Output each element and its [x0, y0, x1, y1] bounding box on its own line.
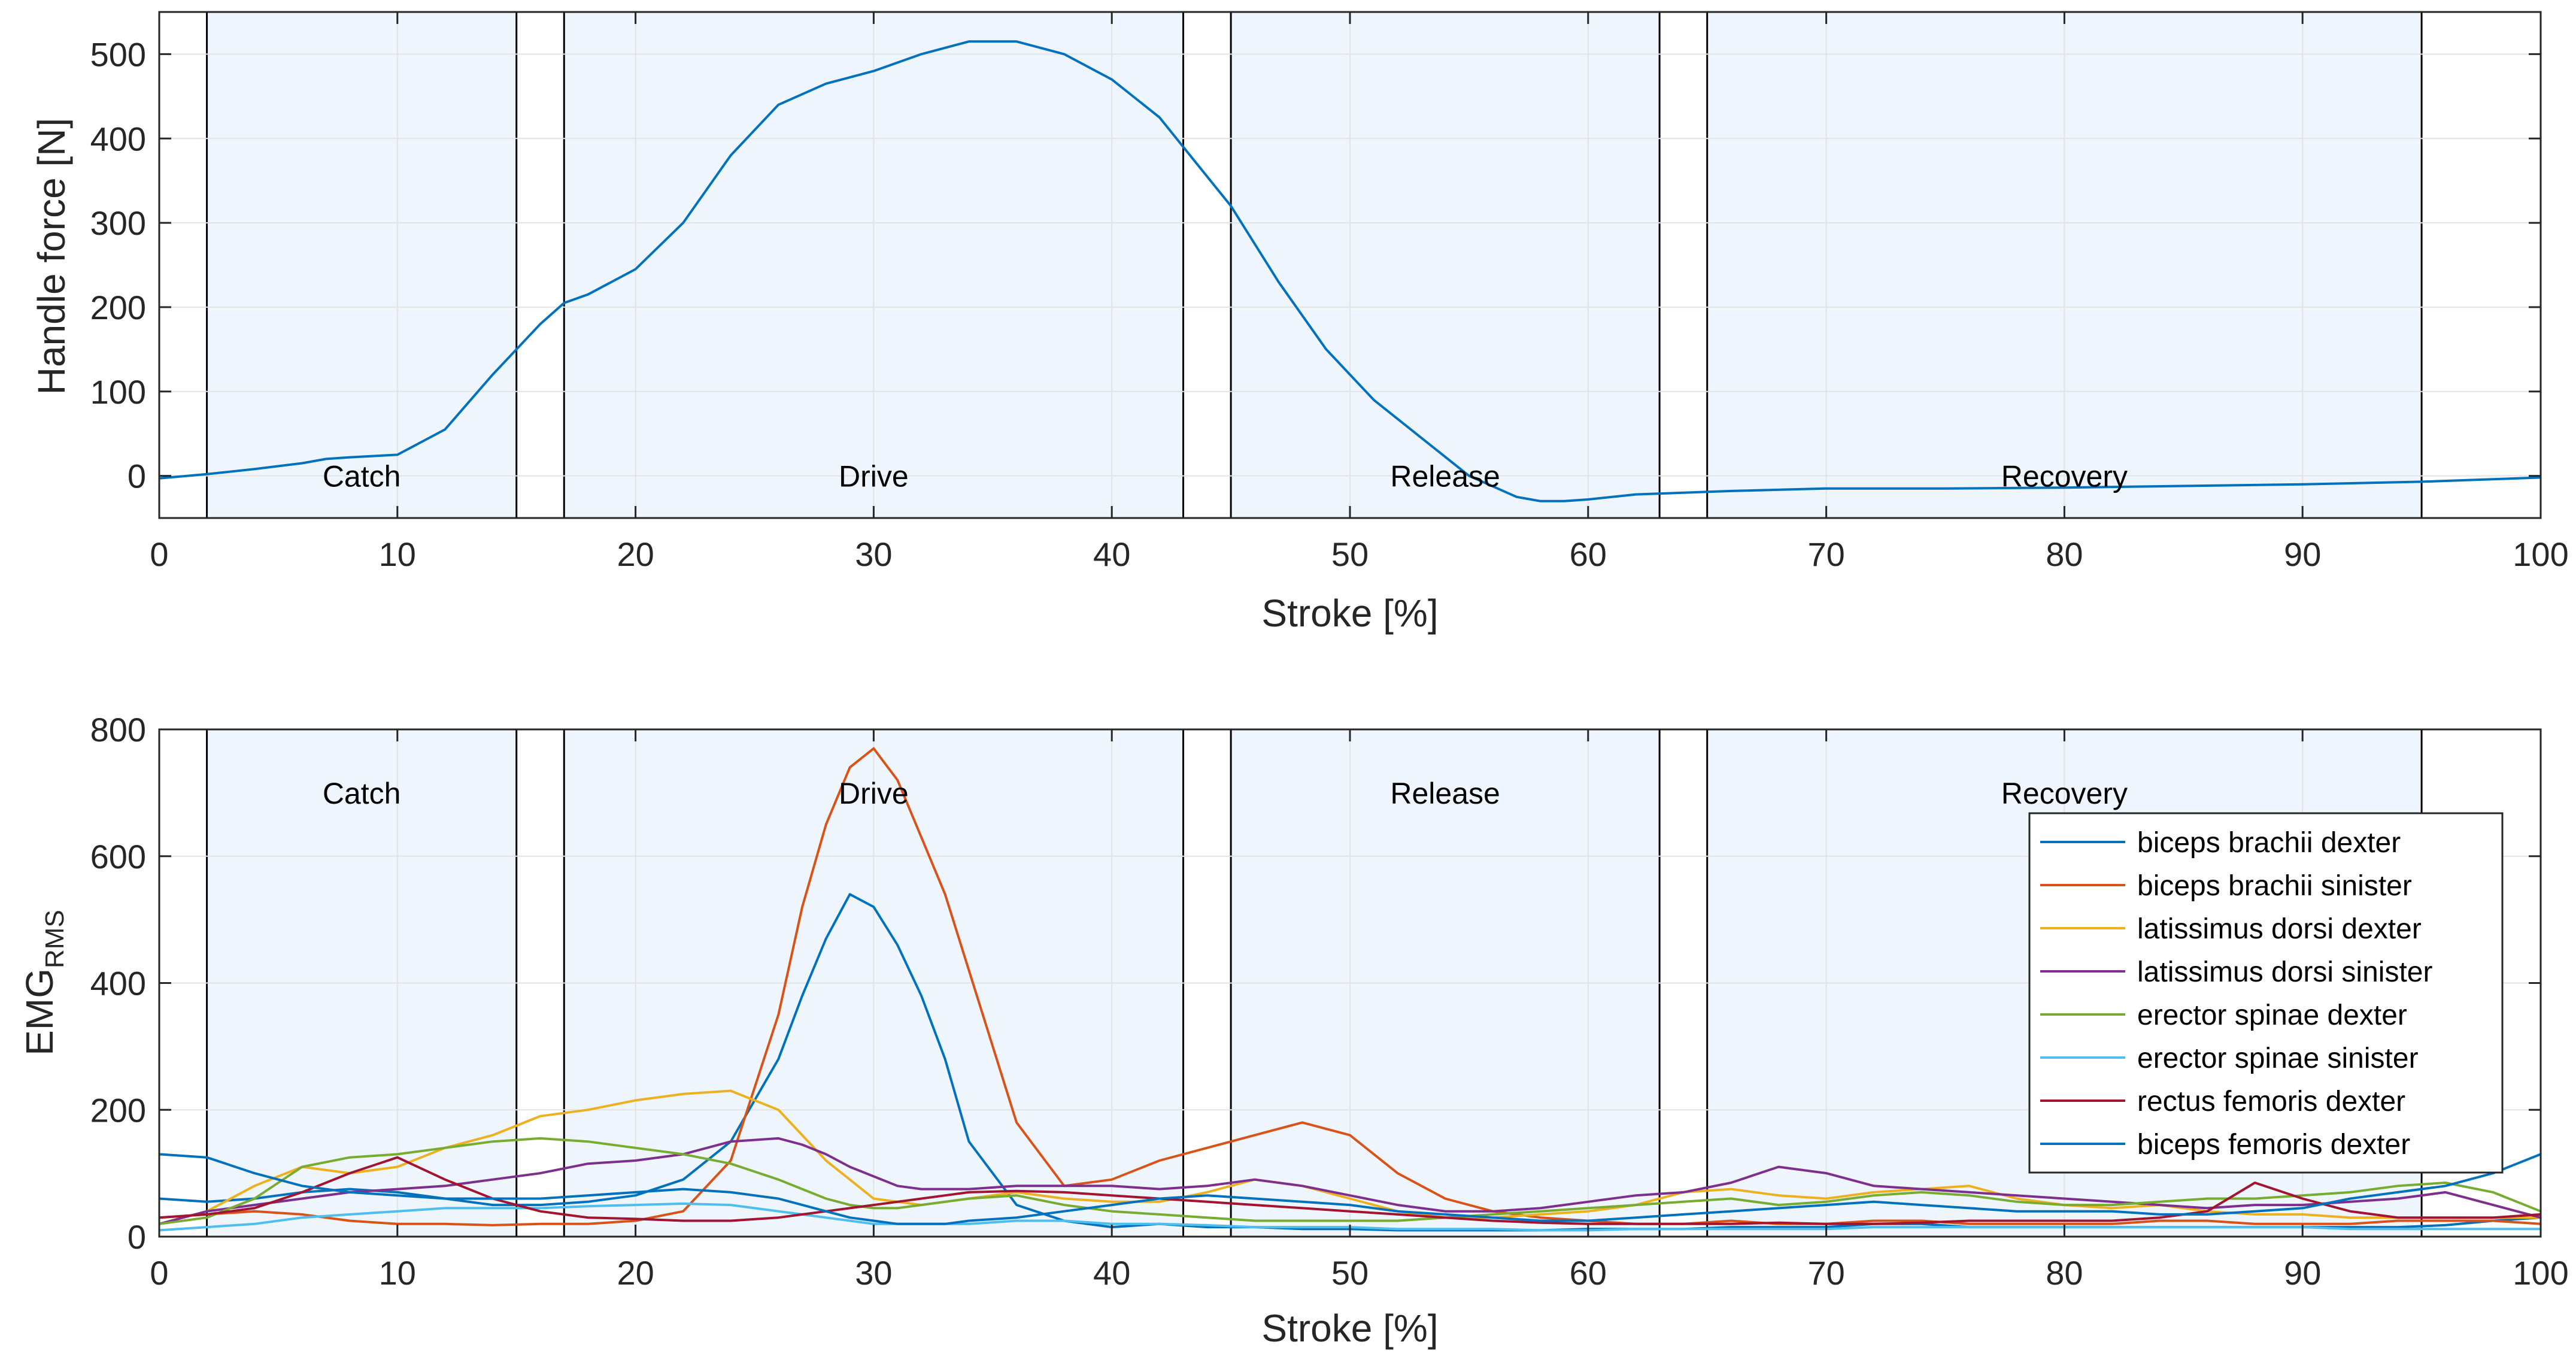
legend-entry: latissimus dorsi sinister	[2137, 956, 2432, 988]
series-line-erector-spinae-sinister	[159, 1202, 2541, 1232]
y-tick-label: 400	[90, 965, 146, 1002]
tick-labels: 0 10 20 30 40 50 60 70 80 90 100 0 100 200 300 400 500	[90, 35, 2569, 573]
phase-labels: Catch Drive Release Recovery	[323, 460, 2128, 493]
x-tick-label: 60	[1570, 535, 1607, 573]
y-tick-label: 100	[90, 373, 146, 411]
x-tick-label: 80	[2046, 535, 2083, 573]
phase-label-release: Release	[1390, 777, 1500, 810]
tick-labels: 0 10 20 30 40 50 60 70 80 90 100 0 200 400 600 800	[90, 711, 2569, 1292]
x-tick-label: 20	[617, 1254, 654, 1292]
x-tick-label: 30	[855, 535, 892, 573]
phase-label-drive: Drive	[839, 460, 909, 493]
series-line-handle-force	[159, 40, 2541, 502]
legend-entry: biceps brachii dexter	[2137, 827, 2401, 859]
legend-entry: rectus femoris dexter	[2137, 1086, 2405, 1117]
emg-plot: Catch Drive Release Recovery 0 10 20 30 40 50 60 7…	[18, 711, 2569, 1350]
series-line-latissimus-dorsi-sinister	[159, 1137, 2541, 1225]
x-tick-label: 70	[1807, 535, 1844, 573]
x-tick-label: 50	[1331, 1254, 1369, 1292]
phase-labels: Catch Drive Release Recovery	[323, 777, 2128, 810]
x-tick-label: 30	[855, 1254, 892, 1292]
y-tick-label: 300	[90, 204, 146, 242]
phase-region-catch	[207, 12, 517, 518]
y-tick-label: 200	[90, 1091, 146, 1129]
x-tick-label: 100	[2513, 1254, 2568, 1292]
x-tick-label: 0	[150, 535, 168, 573]
x-tick-label: 40	[1093, 535, 1130, 573]
legend-entry: biceps brachii sinister	[2137, 870, 2412, 902]
series-line-biceps-brachii-sinister	[159, 747, 2541, 1226]
x-tick-label: 100	[2513, 535, 2568, 573]
y-tick-label: 500	[90, 35, 146, 73]
x-axis-label: Stroke [%]	[1261, 592, 1438, 635]
legend-entry: erector spinae sinister	[2137, 1043, 2419, 1074]
x-tick-label: 50	[1331, 535, 1369, 573]
data-series	[159, 40, 2541, 502]
series-line-erector-spinae-dexter	[159, 1137, 2541, 1225]
x-tick-label: 10	[379, 1254, 416, 1292]
y-tick-label: 0	[128, 1218, 146, 1256]
legend-box	[2028, 812, 2504, 1174]
x-tick-label: 0	[150, 1254, 168, 1292]
axes	[158, 728, 2542, 1238]
grid-lines	[159, 12, 2541, 518]
y-axis-label: Handle force [N]	[30, 118, 73, 395]
data-series	[159, 747, 2541, 1232]
x-tick-label: 60	[1570, 1254, 1607, 1292]
y-tick-label: 0	[128, 458, 146, 495]
x-tick-label: 90	[2284, 1254, 2321, 1292]
y-axis-label-subscript: RMS	[40, 910, 69, 968]
phase-label-release: Release	[1390, 460, 1500, 493]
phase-label-recovery: Recovery	[2001, 777, 2128, 810]
phase-label-catch: Catch	[323, 777, 401, 810]
x-axis-label: Stroke [%]	[1261, 1307, 1438, 1350]
handle-force-plot: Catch Drive Release Recovery 0 10 20 30 40 50 60 7…	[30, 11, 2569, 635]
y-axis-label-main: EMG	[18, 968, 61, 1056]
y-tick-label: 800	[90, 711, 146, 749]
phase-label-catch: Catch	[323, 460, 401, 493]
x-tick-label: 80	[2046, 1254, 2083, 1292]
phase-label-drive: Drive	[839, 777, 909, 810]
x-tick-label: 20	[617, 535, 654, 573]
series-line-biceps-femoris-dexter	[159, 1153, 2541, 1225]
x-tick-label: 70	[1807, 1254, 1844, 1292]
y-tick-label: 600	[90, 838, 146, 876]
series-line-rectus-femoris-dexter	[159, 1156, 2541, 1225]
legend-entry: latissimus dorsi dexter	[2137, 913, 2422, 945]
y-axis-label: EMGRMS	[18, 910, 69, 1056]
phase-region-release	[1231, 12, 1660, 518]
legend-entry: erector spinae dexter	[2137, 999, 2407, 1031]
axes	[158, 11, 2542, 519]
phase-label-recovery: Recovery	[2001, 460, 2128, 493]
y-tick-label: 200	[90, 289, 146, 326]
legend-entry: biceps femoris dexter	[2137, 1129, 2410, 1161]
x-tick-label: 10	[379, 535, 416, 573]
legend: biceps brachii dexter biceps brachii sini…	[2028, 812, 2504, 1174]
x-tick-label: 40	[1093, 1254, 1130, 1292]
x-tick-label: 90	[2284, 535, 2321, 573]
y-tick-label: 400	[90, 120, 146, 157]
